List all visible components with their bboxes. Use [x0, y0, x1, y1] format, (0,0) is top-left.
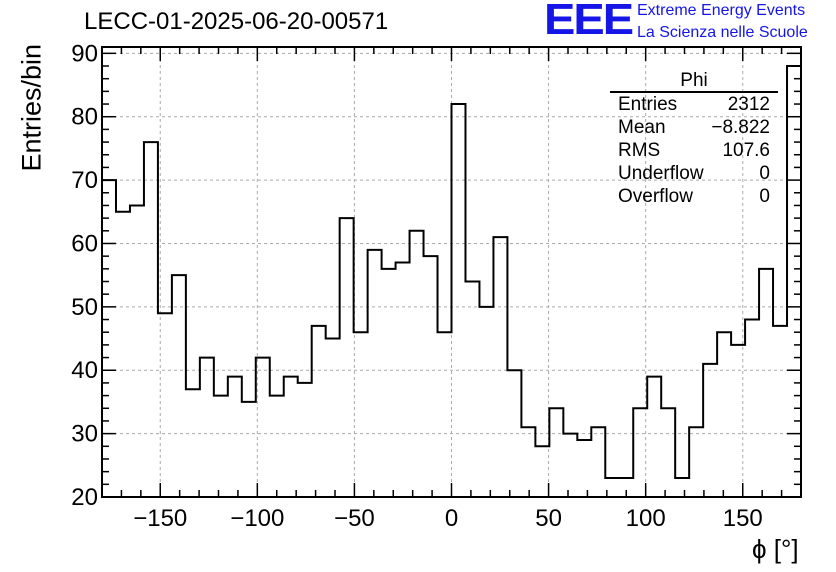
stats-label: Entries: [618, 94, 678, 115]
y-tick-label: 50: [71, 294, 98, 321]
axis-ticks: [102, 47, 801, 498]
y-tick-label: 40: [71, 357, 98, 384]
y-tick-label: 90: [71, 40, 98, 67]
y-tick-label: 20: [71, 484, 98, 511]
y-tick-label: 70: [71, 167, 98, 194]
x-tick-label: −50: [334, 505, 375, 532]
x-tick-label: 50: [535, 505, 562, 532]
stats-label: Underflow: [618, 163, 704, 184]
stats-row: RMS 107.6: [610, 139, 778, 162]
x-tick-label: −150: [133, 505, 187, 532]
y-axis-label: Entries/bin: [16, 43, 47, 172]
y-tick-label: 60: [71, 230, 98, 257]
stats-row: Mean −8.822: [610, 116, 778, 139]
stats-value: 107.6: [722, 140, 770, 161]
stats-row: Entries 2312: [610, 93, 778, 116]
tick-labels: −150 −100 −50 0 50 100 150 20 30 40 50 60 70 80 90: [71, 40, 762, 532]
stats-row: Underflow 0: [610, 162, 778, 185]
x-tick-label: −100: [230, 505, 284, 532]
stats-label: Overflow: [618, 186, 693, 207]
logo-line-2: La Scienza nelle Scuole: [637, 24, 808, 41]
stats-label: RMS: [618, 140, 661, 161]
x-tick-label: 100: [626, 505, 666, 532]
stats-label: Mean: [618, 117, 666, 138]
stats-value: 2312: [727, 94, 770, 115]
logo-line-1: Extreme Energy Events: [637, 2, 806, 19]
eee-logo: EEE: [544, 0, 634, 44]
stats-value: −8.822: [711, 117, 770, 138]
y-tick-label: 30: [71, 421, 98, 448]
stats-row: Overflow 0: [610, 185, 778, 208]
chart-title: LECC-01-2025-06-20-00571: [84, 8, 389, 35]
x-tick-label: 0: [445, 505, 458, 532]
stats-value: 0: [759, 186, 770, 207]
histogram-series: [102, 65, 801, 479]
x-axis-label: ϕ [°]: [752, 534, 799, 564]
stats-box: Phi Entries 2312 Mean −8.822 RMS 107.6 U…: [610, 70, 778, 208]
x-tick-label: 150: [723, 505, 763, 532]
stats-name: Phi: [610, 70, 778, 93]
y-tick-label: 80: [71, 104, 98, 131]
stats-value: 0: [759, 163, 770, 184]
